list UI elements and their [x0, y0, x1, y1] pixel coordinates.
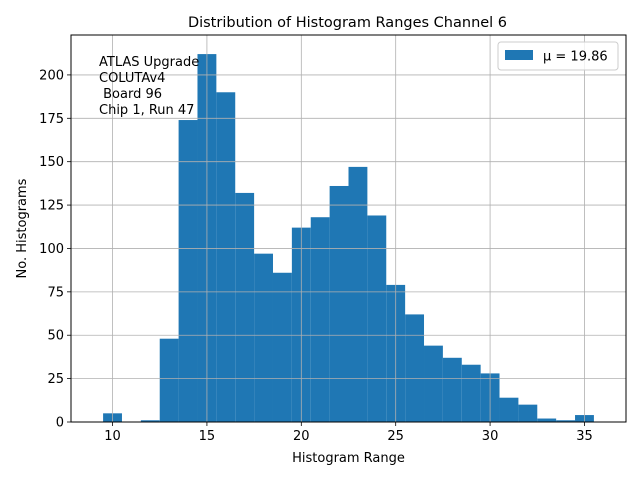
y-tick-label-3: 75	[47, 285, 64, 300]
histogram-bar-16	[405, 314, 425, 422]
histogram-bar-12	[329, 185, 349, 422]
histogram-bar-8	[254, 253, 273, 422]
y-tick-label-7: 175	[39, 112, 64, 127]
y-tick-label-6: 150	[39, 155, 64, 170]
y-tick-label-5: 125	[39, 199, 64, 214]
histogram-bar-18	[442, 357, 462, 422]
y-tick-label-1: 25	[47, 372, 64, 387]
y-tick-label-2: 50	[47, 329, 64, 344]
x-tick-label-2: 20	[293, 429, 310, 444]
annotation-line-1: COLUTAv4	[99, 71, 165, 86]
annotation-line-0: ATLAS Upgrade	[99, 55, 199, 70]
y-tick-label-8: 200	[39, 68, 64, 83]
histogram-bar-13	[348, 166, 368, 422]
histogram-bar-19	[461, 364, 481, 422]
histogram-bar-23	[537, 418, 557, 422]
legend: μ = 19.86	[497, 41, 619, 71]
histogram-bar-14	[367, 215, 387, 422]
x-tick-label-5: 35	[576, 429, 593, 444]
histogram-bar-24	[556, 420, 576, 422]
legend-box	[497, 41, 619, 71]
x-tick-label-0: 10	[104, 429, 121, 444]
annotation-line-3: Chip 1, Run 47	[99, 103, 194, 118]
x-axis-label: Histogram Range	[292, 451, 405, 466]
y-axis: 0 25 50 75 100 125 150 175 200	[39, 68, 71, 431]
histogram-bar-11	[310, 217, 330, 422]
legend-entry: μ = 19.86	[543, 50, 608, 65]
histogram-bar-3	[159, 338, 179, 422]
histogram-bar-21	[499, 397, 519, 422]
annotation-line-2: Board 96	[99, 87, 162, 102]
histogram-bar-22	[518, 404, 538, 422]
y-axis-label: No. Histograms	[15, 178, 30, 278]
histogram-bar-7	[235, 192, 255, 422]
x-axis: 10 15 20 25 30 35	[104, 422, 593, 444]
legend-swatch	[505, 50, 533, 60]
x-tick-label-4: 30	[482, 429, 499, 444]
plot-frame	[70, 34, 627, 423]
histogram-bar-6	[216, 92, 236, 423]
y-tick-label-0: 0	[56, 416, 64, 431]
x-tick-label-3: 25	[387, 429, 404, 444]
histogram-bar-4	[178, 120, 198, 422]
y-tick-label-4: 100	[39, 242, 64, 257]
x-tick-label-1: 15	[199, 429, 216, 444]
histogram-bar-2	[140, 420, 160, 422]
histogram-bar-9	[272, 272, 292, 422]
histogram-bar-17	[424, 345, 443, 422]
chart-title: Distribution of Histogram Ranges Channel…	[188, 15, 507, 31]
